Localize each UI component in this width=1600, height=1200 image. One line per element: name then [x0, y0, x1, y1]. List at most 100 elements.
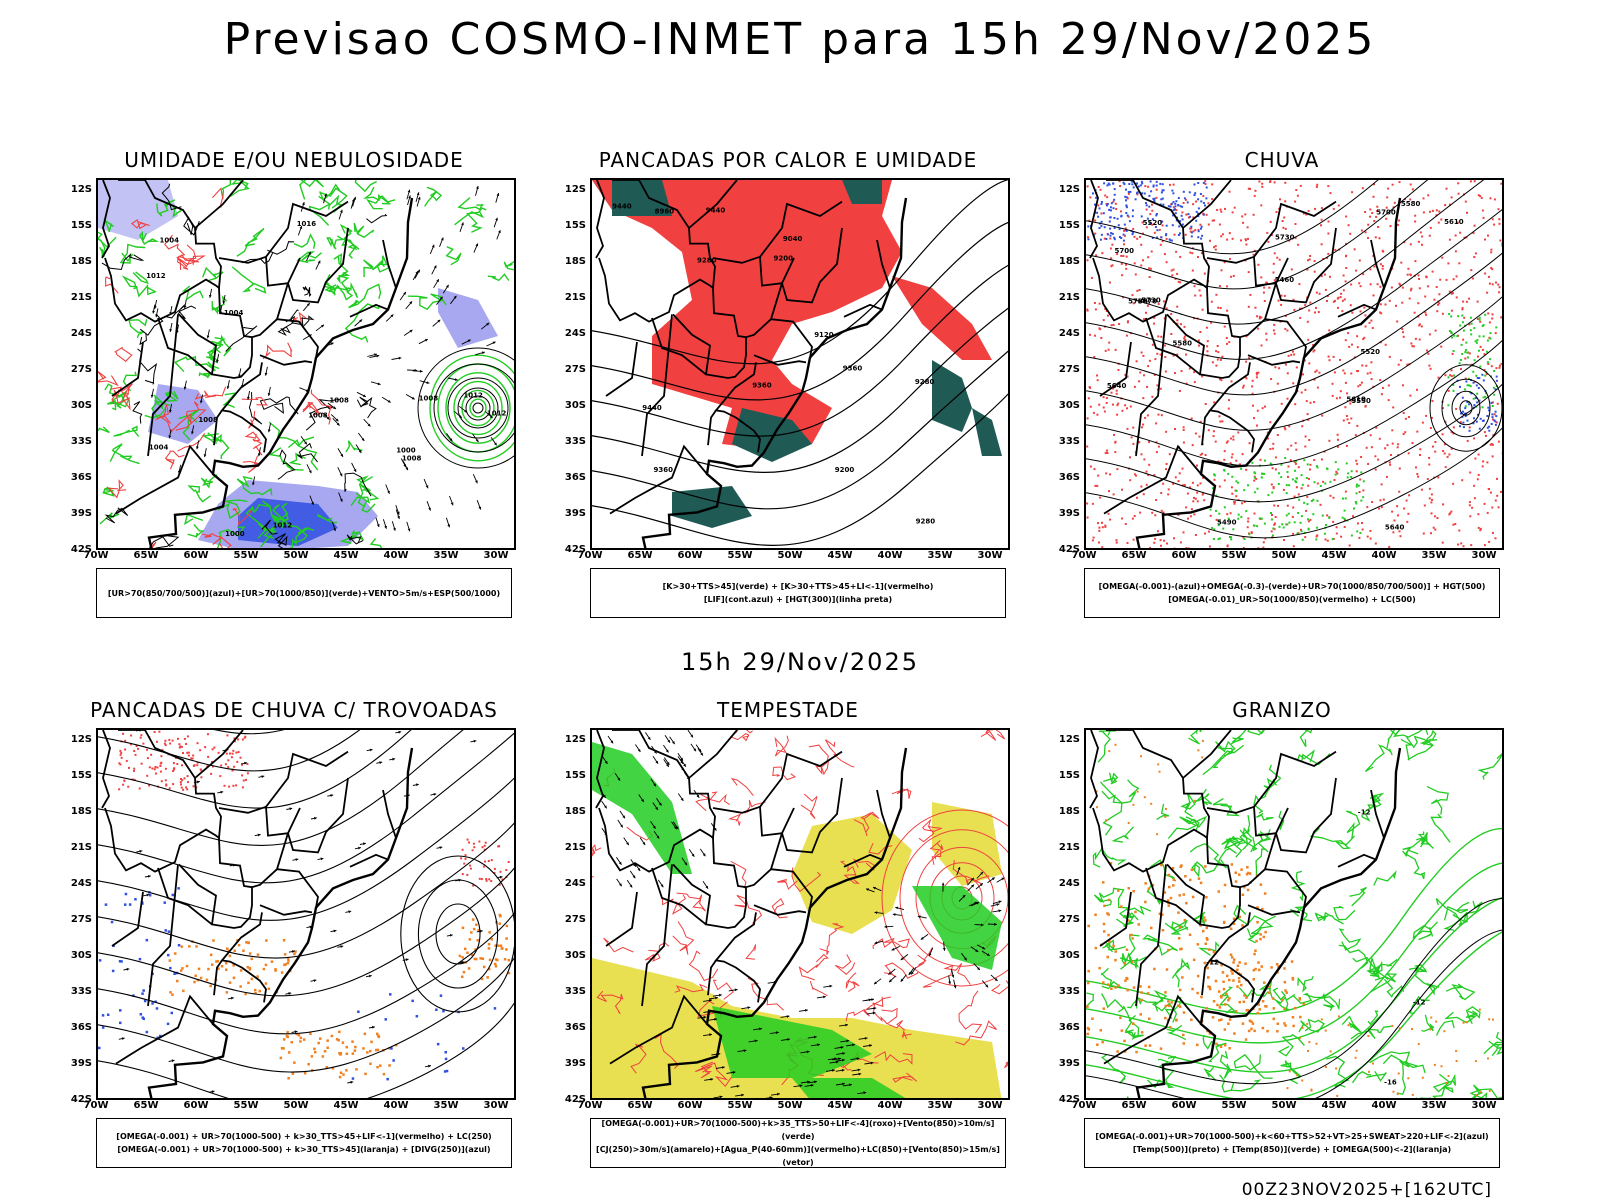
wind-arrowhead [680, 760, 683, 764]
speckle [1256, 409, 1259, 412]
contour-label: 5640 [1107, 382, 1127, 390]
lat-tick-label: 24S [564, 328, 586, 339]
speckle [1360, 229, 1363, 232]
contour-fragment [299, 180, 324, 200]
speckle [1359, 532, 1362, 534]
speckle [1465, 341, 1468, 344]
speckle [1212, 435, 1215, 438]
speckle [1189, 251, 1192, 254]
contour-line [592, 350, 1008, 510]
speckle [1171, 274, 1174, 277]
lat-axis: 12S 15S 18S 21S 24S 27S 30S 33S 36S 39S 42S [556, 728, 586, 1105]
speckle [1209, 508, 1212, 511]
speckle [199, 768, 202, 771]
speckle [1473, 497, 1476, 500]
speckle [1086, 1032, 1089, 1036]
speckle [1459, 359, 1462, 361]
speckle [1362, 496, 1365, 499]
speckle [177, 887, 180, 890]
speckle [1116, 1050, 1119, 1053]
speckle [473, 957, 477, 961]
speckle [1332, 300, 1335, 303]
speckle [1286, 523, 1289, 526]
contour-fragment [1409, 995, 1430, 1014]
contour-line [98, 912, 514, 1035]
speckle [1487, 406, 1490, 409]
speckle [484, 841, 487, 844]
speckle [1429, 210, 1431, 213]
speckle [1408, 297, 1411, 300]
speckle [1122, 233, 1125, 236]
speckle [1102, 981, 1105, 984]
wind-arrowhead [419, 369, 423, 373]
lat-tick-label: 42S [1058, 1094, 1080, 1105]
speckle [1449, 512, 1452, 515]
speckle [1477, 474, 1480, 476]
speckle [1277, 483, 1280, 485]
speckle [1302, 212, 1305, 215]
lat-tick-label: 24S [70, 878, 92, 889]
contour-fragment [292, 311, 307, 324]
speckle [1130, 933, 1133, 937]
contour-fragment [164, 201, 182, 218]
wind-arrowhead [873, 1007, 877, 1010]
instability-area [892, 276, 992, 360]
speckle [1305, 400, 1308, 403]
speckle [1273, 522, 1276, 525]
contour-line [881, 809, 1008, 987]
speckle [1178, 925, 1182, 929]
contour-fragment [107, 479, 127, 499]
speckle [1242, 384, 1245, 387]
legend-box: [K>30+TTS>45](verde) + [K>30+TTS>45+LI<-… [590, 568, 1006, 618]
speckle [1372, 1062, 1374, 1065]
wind-arrowhead [411, 396, 415, 400]
wind-arrowhead [126, 967, 130, 971]
contour-fragment [107, 390, 131, 411]
speckle [1411, 1028, 1413, 1030]
wind-arrowhead [743, 1049, 747, 1053]
wind-arrowhead [489, 415, 493, 419]
speckle [1286, 397, 1289, 400]
speckle [1276, 256, 1279, 259]
lon-tick-label: 60W [677, 1100, 703, 1111]
lon-tick-label: 40W [1371, 1100, 1397, 1111]
speckle [1466, 211, 1468, 214]
wind-arrowhead [696, 794, 700, 798]
speckle [1259, 458, 1262, 461]
speckle [1223, 1044, 1227, 1047]
political-border [1099, 891, 1132, 947]
speckle [1453, 374, 1455, 377]
speckle [1343, 519, 1346, 521]
teal-area [732, 408, 812, 462]
speckle [1343, 298, 1346, 301]
speckle [1440, 345, 1443, 348]
speckle [1293, 1006, 1297, 1010]
speckle [1197, 749, 1200, 752]
speckle [1294, 460, 1297, 463]
speckle [1219, 378, 1221, 381]
speckle [1098, 403, 1101, 406]
speckle [1496, 494, 1499, 497]
political-border [707, 959, 717, 996]
contour-fragment [132, 401, 143, 424]
speckle [1297, 493, 1300, 496]
speckle [1503, 483, 1504, 485]
speckle [1269, 421, 1272, 424]
speckle [1153, 197, 1156, 200]
speckle [1144, 318, 1146, 321]
speckle [1153, 541, 1156, 544]
contour-fragment [1198, 941, 1220, 956]
contour-line [1086, 340, 1502, 467]
divergence-speckles [98, 887, 181, 1050]
speckle [1385, 217, 1388, 220]
legend-box: [OMEGA(-0.001)-(azul)+OMEGA(-0.3)-(verde… [1084, 568, 1500, 618]
political-border [213, 959, 223, 996]
speckle [1281, 998, 1284, 1002]
speckle [1231, 237, 1234, 240]
speckle [1151, 209, 1154, 212]
legend-line: [UR>70(850/700/500)](azul)+[UR>70(1000/8… [107, 588, 501, 598]
speckle [1437, 476, 1440, 479]
speckle [1238, 961, 1241, 964]
speckle [174, 952, 177, 955]
speckle [1221, 971, 1225, 974]
